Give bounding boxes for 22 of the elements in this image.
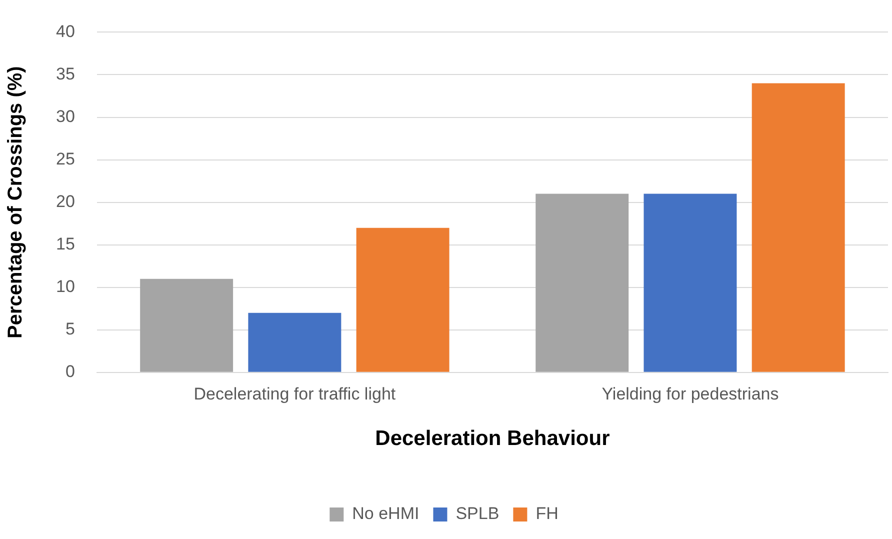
y-tick-label: 0 xyxy=(65,362,75,382)
y-tick-label: 25 xyxy=(56,149,75,168)
y-tick-label: 20 xyxy=(56,192,75,211)
y-tick-label: 35 xyxy=(56,64,75,84)
y-tick-label: 15 xyxy=(56,234,75,254)
bar xyxy=(644,194,737,372)
legend-label: FH xyxy=(536,504,558,524)
x-axis-title: Deceleration Behaviour xyxy=(375,427,610,450)
bar xyxy=(140,278,234,372)
bar xyxy=(356,228,450,372)
y-tick-label: 10 xyxy=(56,277,75,296)
y-axis-title: Percentage of Crossings (%) xyxy=(4,66,27,338)
legend-label: No eHMI xyxy=(352,504,420,524)
x-tick-label: Decelerating for traffic light xyxy=(194,384,396,404)
bar xyxy=(536,194,629,372)
legend-label: SPLB xyxy=(456,504,500,524)
bar xyxy=(752,83,845,372)
y-tick-label: 30 xyxy=(56,106,75,126)
bar xyxy=(248,312,342,372)
x-tick-label: Yielding for pedestrians xyxy=(602,384,779,404)
y-tick-label: 5 xyxy=(65,320,75,339)
y-tick-label: 40 xyxy=(56,22,75,41)
